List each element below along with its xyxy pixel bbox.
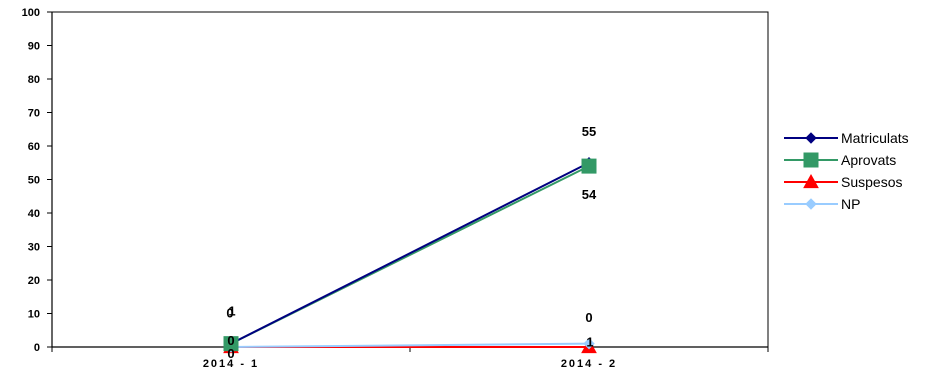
- y-tick-label: 90: [28, 41, 40, 53]
- data-label-matriculats: 1: [228, 304, 235, 319]
- legend-label-matriculats: Matriculats: [841, 130, 909, 146]
- point-aprovats: [223, 336, 239, 352]
- y-tick-label: 40: [28, 208, 40, 220]
- data-label-suspesos: 0: [227, 333, 234, 348]
- y-tick-label: 20: [28, 275, 40, 287]
- y-tick-label: 100: [22, 7, 40, 19]
- legend-marker-aprovats: [803, 152, 819, 168]
- data-label-aprovats: 0: [226, 306, 233, 321]
- y-axis-ticks: 0 10 20 30 40 50 60 70 80 90 100: [22, 7, 52, 354]
- y-tick-label: 50: [28, 175, 40, 187]
- data-label-aprovats: 54: [582, 187, 597, 202]
- x-tick-label: 2014 - 1: [203, 358, 259, 370]
- legend-marker-np: [805, 198, 817, 210]
- y-tick-label: 70: [28, 108, 40, 120]
- y-tick-label: 10: [28, 309, 40, 321]
- data-label-matriculats: 55: [582, 124, 596, 139]
- y-tick-label: 30: [28, 242, 40, 254]
- y-tick-label: 0: [34, 342, 40, 354]
- x-axis-ticks: 2014 - 1 2014 - 2: [51, 347, 769, 370]
- data-label-np: 1: [586, 335, 593, 350]
- legend-label-np: NP: [841, 196, 860, 212]
- legend-label-aprovats: Aprovats: [841, 152, 896, 168]
- y-tick-label: 80: [28, 74, 40, 86]
- point-np: [583, 337, 595, 350]
- legend-label-suspesos: Suspesos: [841, 174, 902, 190]
- legend-marker-matriculats: [805, 132, 817, 144]
- series-line-matriculats: [230, 161, 590, 345]
- data-label-suspesos: 0: [585, 310, 592, 325]
- series-line-np: [230, 342, 590, 348]
- x-tick-label: 2014 - 2: [561, 358, 617, 370]
- plot-area-border: [51, 11, 769, 348]
- y-tick-label: 60: [28, 141, 40, 153]
- legend-marker-suspesos: [803, 173, 819, 189]
- data-label-np: 0: [227, 346, 234, 361]
- chart-series: [223, 157, 597, 354]
- chart-legend: Matriculats Aprovats Suspesos NP: [784, 130, 909, 212]
- chart-axes: [51, 11, 769, 348]
- point-aprovats: [581, 158, 597, 174]
